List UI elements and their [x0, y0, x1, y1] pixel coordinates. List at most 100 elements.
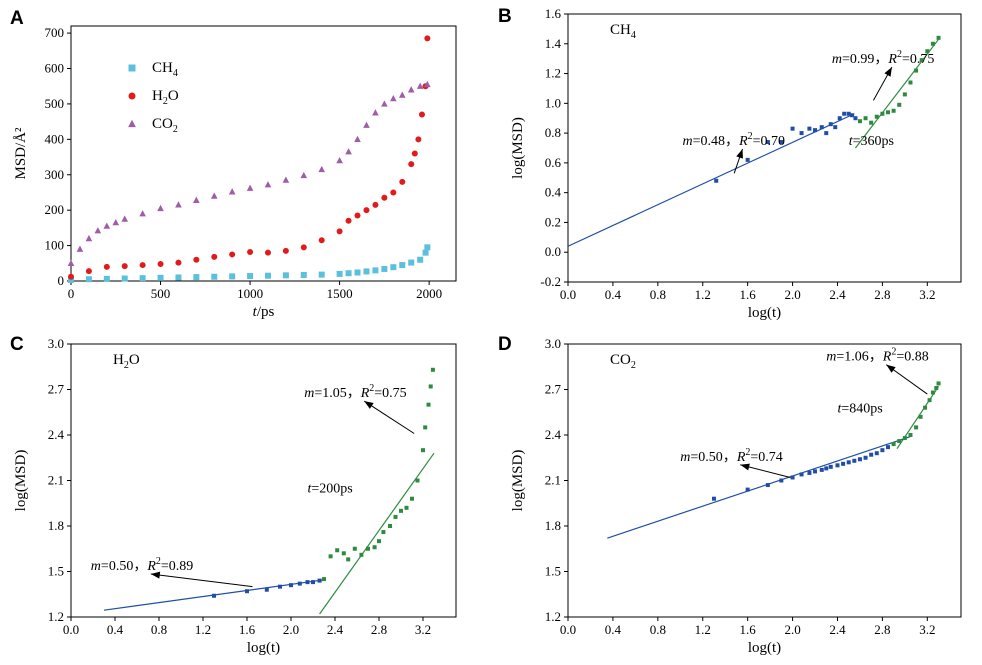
annotation-part: 2 — [897, 49, 902, 60]
data-point-square — [930, 41, 935, 46]
data-point-circle — [381, 194, 388, 201]
data-point-triangle — [390, 95, 397, 102]
data-point-circle — [415, 136, 422, 143]
y-tick-label: 1.5 — [48, 564, 64, 579]
data-point-triangle — [381, 100, 388, 107]
annotation-part: =0.74 — [750, 450, 782, 465]
y-tick-label: 300 — [45, 167, 65, 182]
data-point-triangle — [121, 215, 129, 222]
data-point-square — [212, 593, 216, 598]
x-axis-label-var: t — [253, 304, 258, 320]
x-tick-label: 0.4 — [605, 622, 622, 637]
data-point-square — [381, 265, 388, 272]
data-point-square — [264, 272, 271, 279]
x-tick-label: 2.4 — [327, 622, 344, 637]
data-point-square — [354, 269, 361, 276]
data-point-square — [799, 131, 804, 136]
y-axis-label: MSD/Å² — [13, 127, 29, 180]
arrow-head — [150, 571, 161, 579]
data-point-triangle — [112, 218, 120, 226]
plot-frame — [567, 343, 962, 618]
label-part: CH — [610, 22, 631, 38]
data-point-triangle — [424, 80, 431, 88]
data-point-square — [430, 367, 435, 372]
annotation-part: 2 — [745, 447, 750, 458]
data-point-square — [428, 384, 433, 389]
data-point-square — [366, 546, 370, 551]
annotation-part: =0.88 — [896, 350, 928, 365]
data-point-square — [103, 275, 110, 282]
data-point-triangle — [372, 109, 379, 116]
annotation-part: =0.99， — [842, 52, 888, 67]
y-tick-label: 1.2 — [545, 609, 561, 624]
x-axis-label: log(t) — [247, 640, 280, 656]
data-point-square — [372, 545, 377, 550]
label-part: H — [152, 88, 163, 104]
data-point-square — [857, 119, 862, 124]
y-tick-label: 0.8 — [545, 125, 561, 140]
data-point-circle — [363, 207, 370, 214]
data-point-triangle — [300, 171, 308, 179]
x-tick-label: 2.4 — [829, 287, 846, 302]
y-tick-label: 2.1 — [545, 473, 561, 488]
annotation-part: =1.06， — [836, 350, 882, 365]
data-point-square — [936, 35, 941, 40]
data-point-square — [404, 505, 409, 510]
annotation-part: m — [304, 386, 314, 401]
label-part: CO — [610, 352, 631, 368]
data-point-circle — [282, 247, 289, 254]
data-point-circle — [345, 217, 352, 224]
data-point-square — [853, 116, 858, 121]
label-part: 2 — [631, 360, 636, 371]
data-point-square — [891, 108, 896, 113]
data-point-square — [377, 539, 381, 544]
arrow-head — [364, 401, 374, 409]
y-tick-label: 600 — [45, 61, 65, 76]
x-tick-label: 0.8 — [650, 622, 666, 637]
x-tick-label: 2000 — [416, 286, 442, 301]
x-axis-label: log(t) — [748, 305, 781, 321]
data-point-square — [311, 580, 315, 585]
data-point-square — [857, 457, 862, 462]
data-point-square — [297, 581, 302, 586]
x-tick-label: 0 — [68, 286, 75, 301]
y-tick-label: 0.2 — [545, 214, 561, 229]
y-tick-label: 1.6 — [545, 6, 562, 21]
annotation-part: =0.50， — [101, 559, 147, 574]
panel-title: H2O — [113, 352, 140, 371]
data-point-triangle — [398, 91, 406, 98]
x-tick-label: 0.8 — [151, 622, 167, 637]
data-point-square — [714, 178, 719, 183]
legend-label-CH4: CH4 — [152, 60, 178, 79]
data-point-square — [850, 113, 855, 118]
annotation-arrow-line — [150, 573, 253, 588]
data-point-square — [869, 452, 874, 457]
data-point-square — [317, 578, 322, 583]
arrow-head — [884, 67, 892, 77]
legend-label-H2O: H2O — [152, 88, 179, 107]
y-axis-label: log(MSD) — [13, 450, 29, 512]
plot-frame — [567, 13, 962, 283]
data-point-square — [846, 460, 851, 465]
data-point-square — [139, 275, 146, 282]
data-point-triangle — [264, 181, 272, 188]
annotation: m=0.99，R2=0.75 — [832, 49, 935, 67]
data-point-square — [824, 466, 829, 471]
data-point-circle — [418, 111, 425, 118]
arrow-head — [886, 364, 896, 373]
x-tick-label: 2.0 — [784, 287, 800, 302]
x-tick-label: 1.2 — [695, 622, 711, 637]
data-point-circle — [193, 256, 200, 263]
x-tick-label: 3.2 — [415, 622, 431, 637]
x-tick-label: 2.8 — [874, 622, 890, 637]
data-point-circle — [211, 253, 218, 260]
annotation-part: =1.05， — [314, 386, 360, 401]
fit-line-green — [319, 452, 435, 615]
annotation: m=1.05，R2=0.75 — [304, 383, 407, 401]
panel-title: CH4 — [610, 22, 636, 41]
data-point-triangle — [228, 188, 236, 195]
data-point-triangle — [246, 184, 254, 191]
label-part: 2 — [173, 124, 178, 135]
annotation-part: 2 — [748, 131, 753, 142]
data-point-triangle — [85, 234, 93, 242]
